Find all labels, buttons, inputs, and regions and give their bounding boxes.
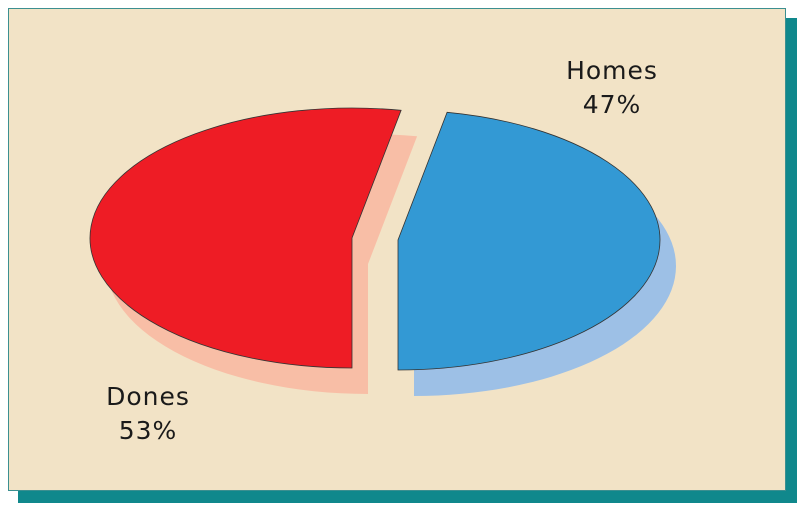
slice-label: Homes — [566, 56, 658, 85]
pie-slice — [89, 107, 402, 369]
slice-value-label: 53% — [119, 416, 178, 445]
labels: Homes 47% Dones 53% — [106, 56, 658, 445]
slice-value-label: 47% — [583, 90, 642, 119]
slice-label: Dones — [106, 382, 190, 411]
pie-slice — [397, 111, 661, 371]
slices — [89, 107, 661, 371]
